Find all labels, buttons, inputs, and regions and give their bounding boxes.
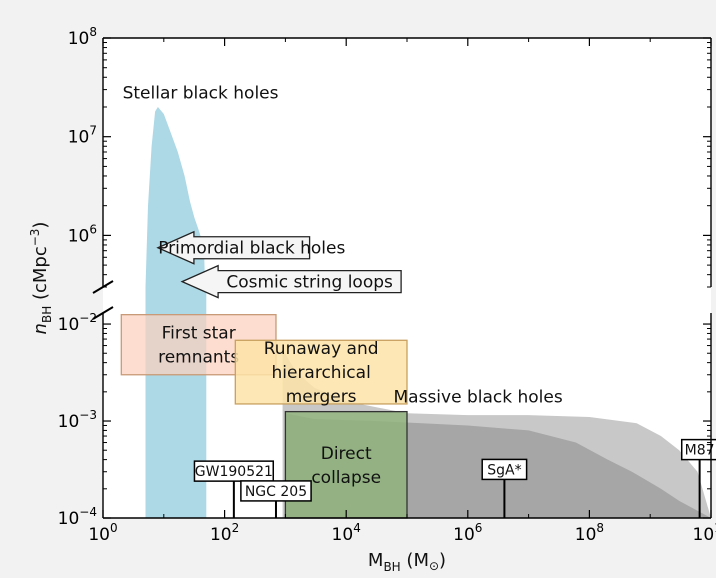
cosmic-string-loops-label: Cosmic string loops: [226, 273, 393, 293]
x-title-main: M: [368, 550, 384, 571]
runaway-and-hierarchical-label-line: Runaway and: [264, 339, 379, 359]
gw190521-label: GW190521: [195, 464, 273, 480]
direct-collapse-label-line: collapse: [311, 468, 381, 488]
stellar-black-holes-area: [145, 107, 207, 518]
y-title-sub: BH: [40, 306, 54, 323]
y-tick-label: 106: [68, 222, 97, 246]
primordial-black-holes-arrow: [156, 230, 311, 265]
first-star-remnants-label-line: First star: [162, 324, 236, 344]
y-tick-label: 10−4: [58, 505, 97, 529]
y-title-italic: n: [30, 323, 51, 334]
x-tick-label: 104: [332, 521, 361, 545]
object-markers: GW190521 NGC 205 SgA* M87: [193, 438, 716, 518]
y-tick-label: 10−2: [58, 311, 97, 335]
x-tick-label: 102: [210, 521, 239, 545]
massive-black-holes-label: Massive black holes: [394, 387, 563, 407]
x-title-rest: (M: [401, 550, 429, 571]
runaway-and-hierarchical-label-line: mergers: [286, 387, 357, 407]
m87-label: M87: [685, 443, 715, 459]
gw190521-label-box: [193, 460, 275, 482]
cosmic-string-loops-arrow: [180, 264, 402, 299]
x-tick-label: 108: [575, 521, 604, 545]
m87-label-box: [680, 438, 716, 461]
x-tick-label: 100: [88, 521, 117, 545]
x-title-sub: BH: [383, 560, 400, 574]
region-boxes: First star remnants Runaway and hierarchica…: [120, 314, 408, 519]
axis-break-mark: [92, 306, 114, 320]
y-title-rest: (cMpc: [30, 246, 51, 306]
direct-collapse-box: [284, 410, 408, 519]
y-title-close: ): [30, 222, 51, 229]
ngc-205-label: NGC 205: [245, 484, 307, 500]
y-title-sup: −3: [28, 229, 42, 247]
stellar-black-holes-label: Stellar black holes: [123, 84, 279, 104]
ngc-205-label-box: [240, 480, 312, 502]
first-star-remnants-label-line: remnants: [158, 348, 239, 368]
direct-collapse-label-line: Direct: [321, 444, 372, 464]
primordial-black-holes-label: Primordial black holes: [158, 239, 345, 259]
x-title-sun: ⊙: [429, 559, 439, 573]
runaway-and-hierarchical-label-line: hierarchical: [271, 363, 370, 383]
sga-label: SgA*: [487, 462, 521, 478]
arrows: Primordial black holes Cosmic string loop…: [156, 230, 402, 299]
runaway-and-hierarchical-box: [234, 339, 408, 405]
y-tick-label: 107: [68, 124, 97, 148]
x-axis-title: MBH (M⊙): [368, 550, 446, 574]
x-title-close: ): [439, 550, 446, 571]
y-axis-title: nBH (cMpc−3): [28, 222, 54, 335]
y-tick-label: 108: [68, 25, 97, 49]
y-tick-label: 10−3: [58, 408, 97, 432]
sga-label-box: [481, 458, 528, 481]
x-tick-label: 106: [453, 521, 482, 545]
